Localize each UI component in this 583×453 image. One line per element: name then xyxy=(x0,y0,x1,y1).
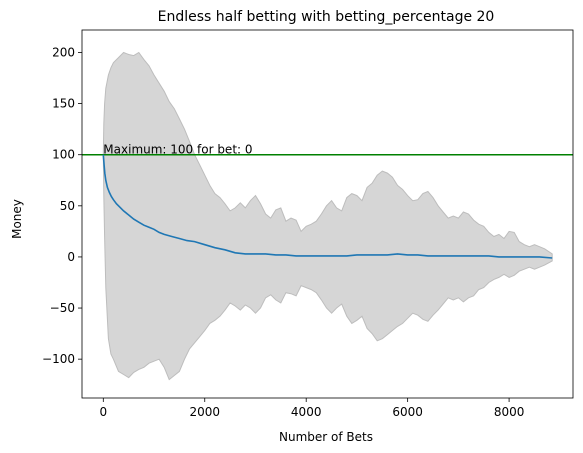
y-tick-label: 200 xyxy=(52,45,75,59)
y-axis-label: Money xyxy=(10,199,24,239)
y-tick-label: 150 xyxy=(52,97,75,111)
x-tick-label: 0 xyxy=(99,405,107,419)
y-tick-label: −50 xyxy=(50,301,75,315)
y-tick-label: 50 xyxy=(60,199,75,213)
axes-frame xyxy=(81,29,574,399)
x-axis-label: Number of Bets xyxy=(279,430,373,444)
plot-area: Maximum: 100 for bet: 00 2000 4000 6000 8000… xyxy=(42,29,574,419)
chart-title: Endless half betting with betting_percen… xyxy=(158,9,495,25)
x-tick-label: 4000 xyxy=(291,405,322,419)
money-line xyxy=(102,154,553,259)
max-annotation: Maximum: 100 for bet: 0 xyxy=(103,143,252,157)
y-tick-label: 0 xyxy=(67,250,75,264)
x-tick-label: 8000 xyxy=(494,405,525,419)
x-tick-label: 2000 xyxy=(189,405,220,419)
x-tick-label: 6000 xyxy=(392,405,423,419)
y-tick-label: −100 xyxy=(42,352,75,366)
y-tick-label: 100 xyxy=(52,148,75,162)
